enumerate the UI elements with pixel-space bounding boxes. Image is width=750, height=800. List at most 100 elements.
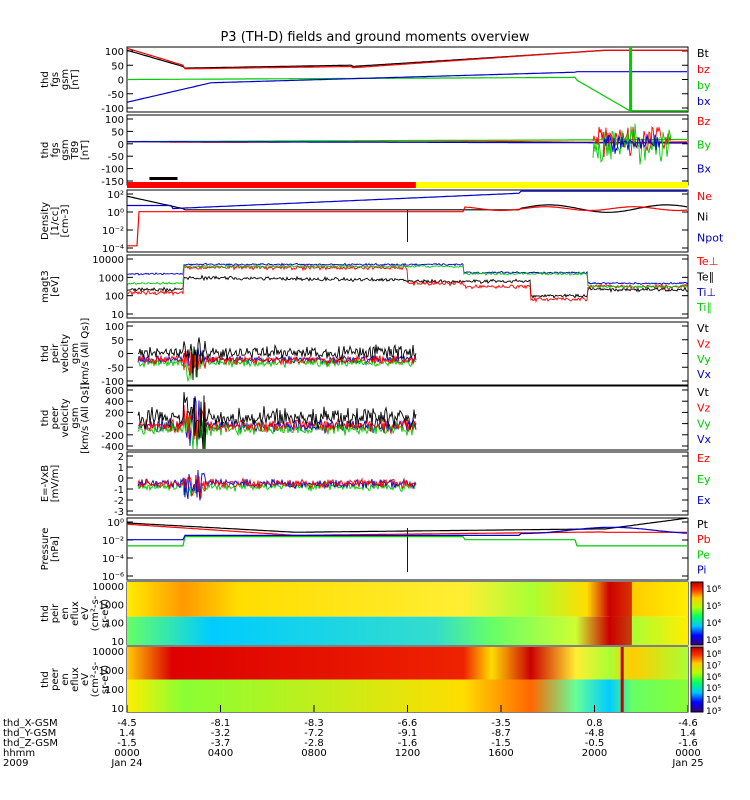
- y-tick-label: 10⁻²: [102, 536, 124, 547]
- panel-8: 10⁰ 10⁻² 10⁻⁴ 10⁻⁶ Pressure [nPa] Pt Pb Pe Pi: [40, 517, 711, 583]
- x-tick-label: -1.6: [398, 738, 418, 749]
- legend-by: By: [697, 139, 712, 152]
- state-bar-red: [127, 182, 416, 188]
- series-ti-par: [126, 264, 689, 289]
- series-ni: [126, 195, 688, 213]
- x-tick-label: -1.6: [678, 738, 698, 749]
- legend-te∥: Te∥: [696, 270, 714, 283]
- y-axis-label-line: sr-eV): [100, 599, 111, 628]
- electron-spectrogram-high: [127, 647, 688, 680]
- y-axis-label-line: [nT]: [80, 140, 91, 160]
- legend-vx: Vx: [697, 368, 712, 381]
- legend-pt: Pt: [697, 518, 709, 531]
- y-axis-label-line: thd: [40, 142, 51, 159]
- x-row-label: thd_Y-GSM: [3, 728, 56, 739]
- y-axis-label-line: thd: [40, 71, 51, 88]
- y-axis-label-line: thd: [40, 345, 51, 362]
- y-axis-label-line: thd: [40, 605, 51, 622]
- x-row-label: thd_Z-GSM: [3, 738, 58, 749]
- y-tick-label: 50: [111, 336, 124, 347]
- legend-bz: bz: [697, 63, 710, 76]
- y-axis-label: Pressure [nPa]: [40, 528, 61, 571]
- x-tick-label: -1.5: [491, 738, 511, 749]
- y-axis-label-line: (cm²-s-: [90, 661, 101, 697]
- y-tick-label: 100: [105, 619, 124, 630]
- legend-ti∥: Ti∥: [696, 301, 712, 314]
- y-axis-label-line: T89: [70, 141, 81, 161]
- x-tick-label: -3.5: [491, 718, 511, 729]
- legend-ey: Ey: [697, 473, 711, 486]
- y-tick-label: 400: [105, 397, 124, 408]
- y-axis-label-line: velocity: [60, 334, 71, 373]
- x-tick-label: -3.2: [211, 728, 231, 739]
- legend-npot: Npot: [697, 231, 724, 244]
- chart-title: P3 (TH-D) fields and ground moments over…: [220, 30, 530, 45]
- x-tick-label: 0800: [301, 748, 326, 759]
- y-tick-label: -100: [101, 165, 124, 176]
- x-tick-label: 1600: [488, 748, 513, 759]
- y-axis-label-line: gsm: [70, 407, 81, 428]
- y-axis-label-line: E=-VxB: [40, 465, 51, 502]
- y-axis-label-line: gsm: [60, 139, 71, 160]
- y-axis-label-line: thd: [40, 410, 51, 427]
- x-tick-label: -9.1: [398, 728, 418, 739]
- y-tick-label: 2: [118, 452, 124, 463]
- y-axis-label: thd fgs gsm [nT]: [40, 69, 81, 90]
- y-axis-label: magt3 [eV]: [40, 270, 61, 303]
- y-axis-label: thd peer en eflux eV (cm²-s-sr-eV): [40, 661, 111, 697]
- y-axis-label-line: [km/s (All Qs)]: [80, 382, 91, 454]
- series-te-perp: [126, 264, 689, 304]
- x-tick-label: 1.4: [680, 728, 696, 739]
- y-tick-label: 1000: [99, 600, 124, 611]
- x-tick-label: Jan 24: [110, 758, 142, 769]
- y-axis-label-line: peer: [50, 406, 61, 430]
- y-tick-label: -3: [114, 507, 124, 518]
- y-tick-label: 10: [111, 637, 124, 648]
- series-by-spike: [629, 47, 633, 112]
- y-tick-label: 10⁻⁴: [102, 554, 124, 565]
- x-tick-label: -8.7: [491, 728, 511, 739]
- legend-ni: Ni: [697, 211, 708, 224]
- legend-by: by: [697, 79, 711, 92]
- y-tick-label: 100: [105, 47, 124, 58]
- y-tick-label: 1000: [99, 666, 124, 677]
- x-tick-label: 0000: [114, 748, 139, 759]
- x-tick-label: -2.8: [304, 738, 324, 749]
- y-axis-label-line: en: [60, 607, 71, 620]
- y-axis-label-line: Pressure: [40, 528, 51, 571]
- y-tick-label: 0: [118, 420, 124, 431]
- y-tick-label: 0: [118, 140, 124, 151]
- x-tick-label: 0.8: [587, 718, 603, 729]
- y-axis-label: thd peer velocity gsm [km/s (All Qs)]: [40, 382, 91, 454]
- panel-5: 100 50 0 -50 -100 thd peir velocity gsm [km/s (Al…: [40, 318, 712, 390]
- x-tick-label: 2000: [582, 748, 607, 759]
- y-axis-label-line: eflux: [70, 601, 81, 626]
- y-axis-label-line: Density: [40, 202, 51, 240]
- x-tick-label: -8.3: [304, 718, 324, 729]
- y-axis-label: thd peir en eflux eV (cm²-s-sr-eV): [40, 595, 111, 631]
- y-axis-label: thd peir velocity gsm [km/s (All Qs)]: [40, 318, 91, 390]
- y-tick-label: 0: [118, 76, 124, 87]
- x-tick-label: 1.4: [119, 728, 135, 739]
- y-tick-label: 200: [105, 408, 124, 419]
- x-tick-label: 0000: [675, 748, 700, 759]
- x-row-label: thd_X-GSM: [3, 718, 58, 729]
- y-tick-label: -50: [108, 363, 124, 374]
- y-axis-label-line: peir: [50, 343, 61, 363]
- y-axis-label: thd fgs gsm T89 [nT]: [40, 139, 91, 160]
- y-tick-label: 10⁻⁴: [102, 244, 124, 255]
- colorbar-ion: [690, 581, 704, 646]
- colorbar-electron: [690, 646, 704, 713]
- x-tick-label: 1200: [395, 748, 420, 759]
- legend-vz: Vz: [697, 402, 711, 415]
- plot-frame: [126, 189, 689, 253]
- y-tick-label: 600: [105, 386, 124, 397]
- ion-spectrogram-band: [609, 582, 632, 645]
- y-tick-label: 10⁻⁶: [102, 572, 124, 583]
- y-tick-label: 10⁻²: [102, 226, 124, 237]
- y-axis-label-line: [eV]: [50, 276, 61, 297]
- y-tick-label: 100: [105, 292, 124, 303]
